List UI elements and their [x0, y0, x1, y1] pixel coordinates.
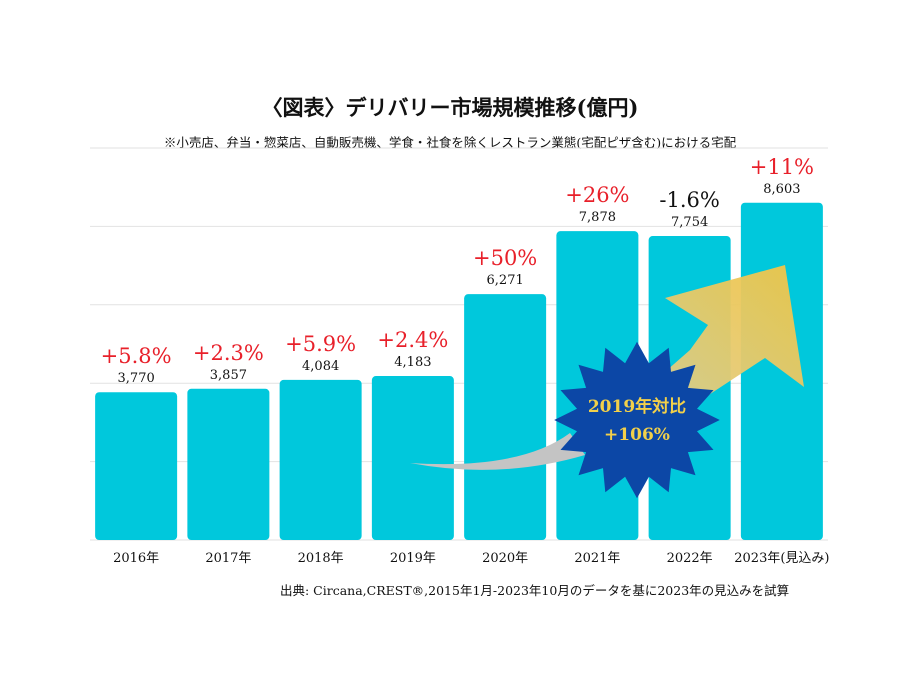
badge-line2: +106% — [604, 425, 670, 445]
x-tick-label: 2019年 — [390, 551, 436, 566]
chart-title: 〈図表〉デリバリー市場規模推移(億円) — [261, 95, 639, 120]
growth-label: +2.4% — [377, 328, 448, 352]
x-tick-label: 2020年 — [482, 551, 528, 566]
growth-label: +26% — [565, 183, 629, 207]
chart-subtitle: ※小売店、弁当・惣菜店、自動販売機、学食・社食を除くレストラン業態(宅配ピザ含む… — [163, 135, 737, 150]
x-tick-label: 2021年 — [574, 551, 620, 566]
bar — [371, 376, 454, 540]
value-label: 6,271 — [487, 273, 524, 288]
growth-label: +50% — [473, 246, 537, 270]
growth-label: +5.9% — [285, 332, 356, 356]
growth-label: +2.3% — [193, 341, 264, 365]
bar — [740, 202, 823, 541]
x-tick-label: 2016年 — [113, 551, 159, 566]
bar — [279, 379, 362, 540]
starburst-badge — [554, 341, 720, 499]
value-label: 4,183 — [394, 355, 431, 370]
growth-label: +5.8% — [101, 344, 172, 368]
bar — [187, 388, 270, 540]
source-note: 出典: Circana,CREST®,2015年1月-2023年10月のデータを… — [280, 583, 790, 598]
x-tick-label: 2017年 — [205, 551, 251, 566]
value-label: 4,084 — [302, 359, 339, 374]
badge-line1: 2019年対比 — [588, 396, 686, 417]
value-label: 8,603 — [763, 182, 800, 197]
growth-label: +11% — [750, 155, 814, 179]
value-label: 7,878 — [579, 210, 616, 225]
x-tick-label: 2018年 — [298, 551, 344, 566]
value-label: 3,857 — [210, 368, 247, 383]
bar — [95, 392, 178, 540]
bar — [464, 294, 547, 540]
x-tick-label: 2022年 — [667, 551, 713, 566]
value-label: 3,770 — [118, 371, 155, 386]
gray-swoosh-arrow — [410, 433, 585, 470]
x-tick-label: 2023年(見込み) — [734, 551, 829, 566]
value-label: 7,754 — [671, 215, 708, 230]
growth-label: -1.6% — [659, 188, 719, 212]
